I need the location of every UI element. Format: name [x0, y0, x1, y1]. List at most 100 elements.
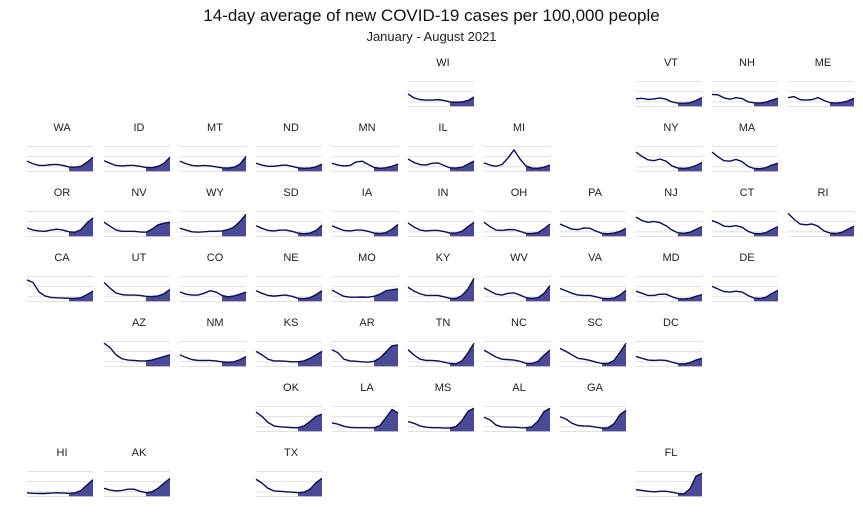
panel-plot — [255, 211, 323, 238]
panel-plot — [711, 81, 779, 108]
panel-plot — [255, 146, 323, 173]
series-line — [103, 342, 171, 362]
panel-label: NV — [131, 187, 147, 199]
panel-plot — [331, 146, 399, 173]
panel-plot — [179, 211, 247, 238]
series-area — [602, 290, 626, 302]
panel-ks: KS — [255, 317, 326, 377]
series-line — [179, 155, 247, 169]
panel-nv: NV — [103, 187, 174, 247]
panel-mn: MN — [331, 122, 402, 182]
series-area — [146, 354, 170, 367]
panel-nc: NC — [483, 317, 554, 377]
panel-label: KY — [435, 252, 451, 264]
panel-plot — [103, 211, 171, 238]
panel-plot — [103, 276, 171, 303]
panel-label: CT — [739, 187, 755, 199]
panel-label: MN — [358, 122, 376, 134]
series-area — [374, 344, 398, 367]
panel-ma: MA — [711, 122, 782, 182]
series-area — [678, 97, 702, 107]
panel-label: IA — [361, 187, 373, 199]
panel-label: MO — [358, 252, 376, 264]
series-line — [26, 479, 94, 495]
panel-label: MS — [434, 382, 452, 394]
series-line — [711, 219, 779, 235]
panel-label: IL — [438, 122, 448, 134]
series-area — [602, 228, 626, 237]
panel-plot — [407, 276, 475, 303]
panel-label: TX — [283, 447, 299, 459]
panel-plot — [711, 276, 779, 303]
panel-nd: ND — [255, 122, 326, 182]
panel-nj: NJ — [635, 187, 706, 247]
panel-ri: RI — [787, 187, 858, 247]
panel-label: UT — [131, 252, 147, 264]
series-area — [69, 157, 93, 172]
series-area — [678, 162, 702, 172]
panel-hi: HI — [26, 447, 97, 507]
panel-label: OR — [53, 187, 71, 199]
panel-plot — [483, 211, 551, 238]
panel-or: OR — [26, 187, 97, 247]
panel-label: PA — [588, 187, 602, 199]
series-line — [26, 156, 94, 168]
panel-plot — [635, 276, 703, 303]
panel-plot — [635, 81, 703, 108]
panel-plot — [711, 146, 779, 173]
panel-label: ME — [814, 57, 832, 69]
series-line — [635, 97, 703, 104]
panel-label: MA — [738, 122, 756, 134]
series-line — [255, 477, 323, 494]
series-area — [450, 343, 474, 367]
panel-label: DC — [663, 317, 679, 329]
panel-plot — [26, 211, 94, 238]
series-line — [483, 349, 551, 365]
panel-label: GA — [587, 382, 603, 394]
panel-mo: MO — [331, 252, 402, 312]
series-area — [69, 217, 93, 237]
series-line — [483, 285, 551, 300]
series-line — [179, 213, 247, 233]
panel-plot — [483, 276, 551, 303]
panel-mt: MT — [179, 122, 250, 182]
panel-plot — [26, 276, 94, 303]
panel-ky: KY — [407, 252, 478, 312]
series-line — [407, 158, 475, 169]
series-line — [331, 288, 399, 298]
panel-wi: WI — [407, 57, 478, 117]
series-line — [635, 472, 703, 495]
series-area — [222, 156, 246, 172]
panel-ca: CA — [26, 252, 97, 312]
panel-plot — [407, 406, 475, 433]
panel-sc: SC — [559, 317, 630, 377]
series-area — [678, 226, 702, 237]
panel-id: ID — [103, 122, 174, 182]
panel-label: OH — [510, 187, 528, 199]
panel-label: WY — [206, 187, 224, 199]
panel-label: MI — [512, 122, 526, 134]
series-area — [526, 350, 550, 367]
series-line — [103, 221, 171, 233]
series-area — [526, 285, 550, 302]
panel-mi: MI — [483, 122, 554, 182]
panel-label: MT — [207, 122, 223, 134]
panel-plot — [179, 276, 247, 303]
series-area — [146, 157, 170, 172]
panel-vt: VT — [635, 57, 706, 117]
panel-plot — [483, 146, 551, 173]
panel-label: HI — [56, 447, 68, 459]
panel-plot — [483, 406, 551, 433]
series-line — [331, 408, 399, 429]
panel-plot — [331, 211, 399, 238]
panel-label: WA — [53, 122, 71, 134]
series-line — [255, 290, 323, 300]
panel-label: NY — [663, 122, 679, 134]
series-line — [711, 151, 779, 170]
panel-ne: NE — [255, 252, 326, 312]
panel-ga: GA — [559, 382, 630, 442]
panel-plot — [255, 341, 323, 368]
series-line — [483, 407, 551, 429]
series-line — [635, 290, 703, 300]
